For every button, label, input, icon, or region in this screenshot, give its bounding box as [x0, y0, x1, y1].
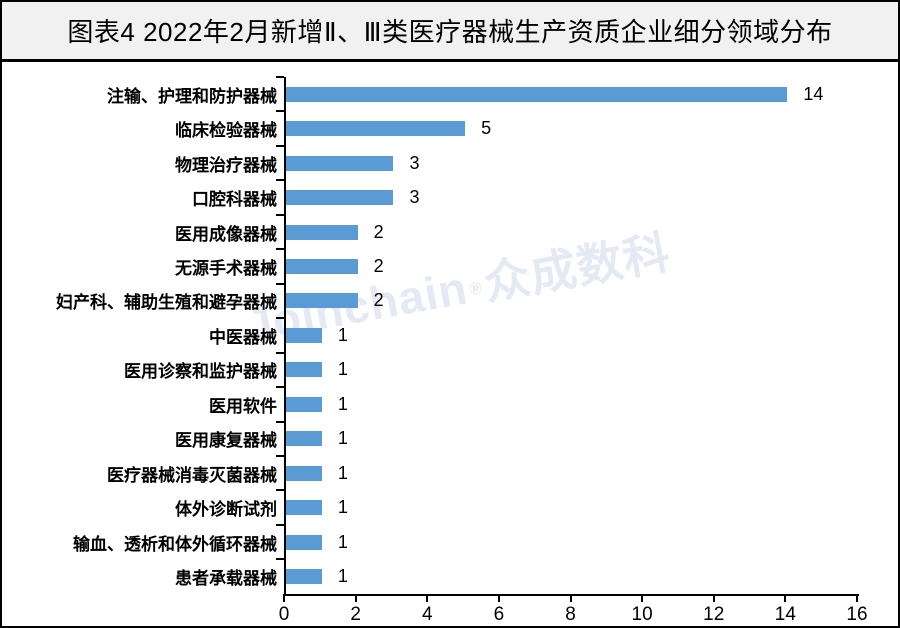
x-axis-tick: [569, 594, 572, 602]
bar: [286, 534, 322, 550]
value-label: 1: [337, 531, 348, 552]
bar-row: 医用康复器械 1: [175, 420, 859, 456]
category-label: 医用康复器械: [175, 431, 277, 451]
x-axis-tick: [856, 594, 858, 602]
bar: [286, 362, 322, 378]
bar-row: 医疗器械消毒灭菌器械 1: [107, 454, 859, 490]
bar-row: 物理治疗器械 3: [175, 144, 859, 180]
x-tick-label: 0: [278, 604, 290, 625]
x-tick-label: 12: [703, 604, 725, 625]
value-label: 2: [373, 221, 384, 242]
category-label: 注输、护理和防护器械: [107, 86, 277, 106]
category-label: 妇产科、辅助生殖和避孕器械: [56, 293, 277, 313]
bar-row: 中医器械 1: [209, 317, 859, 352]
bar-row: 医用成像器械 2: [175, 213, 859, 249]
bar-row: 注输、护理和防护器械 14: [107, 75, 859, 111]
bar: [286, 86, 788, 102]
x-tick-label: 14: [774, 604, 796, 625]
value-label: 5: [481, 118, 492, 139]
bar: [286, 500, 322, 516]
value-label: 1: [337, 393, 348, 414]
value-label: 1: [337, 497, 348, 518]
bar: [286, 396, 322, 412]
bar-row: 妇产科、辅助生殖和避孕器械 2: [56, 282, 859, 318]
bar-row: 临床检验器械 5: [175, 110, 859, 145]
chart-title: 图表4 2022年2月新增Ⅱ、Ⅲ类医疗器械生产资质企业细分领域分布: [67, 17, 833, 47]
category-label: 物理治疗器械: [175, 155, 277, 175]
value-label: 1: [337, 462, 348, 483]
x-tick-label: 2: [350, 604, 361, 625]
chart-title-bar: 图表4 2022年2月新增Ⅱ、Ⅲ类医疗器械生产资质企业细分领域分布: [2, 2, 898, 62]
x-axis-tick: [354, 594, 357, 602]
x-axis-tick: [712, 594, 715, 602]
x-tick-label: 8: [565, 604, 576, 625]
x-axis: 0 2 4 6 8 10 12 14: [279, 594, 868, 626]
category-label: 输血、透析和体外循环器械: [73, 534, 277, 554]
bar-row: 体外诊断试剂 1: [175, 489, 859, 524]
bar-row: 无源手术器械 2: [175, 248, 859, 283]
bar: [286, 465, 322, 481]
bar-row: 口腔科器械 3: [192, 179, 859, 214]
x-axis-tick: [283, 594, 285, 602]
bar: [286, 569, 322, 585]
bar: [286, 224, 358, 240]
category-label: 医疗器械消毒灭菌器械: [107, 465, 277, 485]
category-label: 医用成像器械: [175, 224, 277, 244]
x-tick-label: 16: [846, 604, 868, 625]
category-label: 口腔科器械: [192, 190, 277, 210]
x-axis-tick: [641, 594, 644, 602]
category-label: 无源手术器械: [175, 258, 277, 278]
x-tick-label: 6: [493, 604, 505, 625]
bar-row: 患者承载器械 1: [175, 558, 859, 593]
bar: [286, 155, 394, 171]
bar-row: 输血、透析和体外循环器械 1: [73, 523, 859, 559]
x-axis-tick: [497, 594, 500, 602]
bar: [286, 258, 358, 274]
x-axis-tick: [426, 594, 429, 602]
bar-row: 医用诊察和监护器械 1: [124, 351, 859, 387]
value-label: 14: [803, 83, 824, 104]
bar: [286, 293, 358, 309]
value-label: 1: [337, 566, 348, 587]
category-label: 医用诊察和监护器械: [124, 362, 277, 382]
bar-row: 医用软件 1: [209, 386, 859, 421]
bar: [286, 121, 466, 137]
category-label: 中医器械: [209, 327, 277, 347]
bar: [286, 327, 322, 343]
value-label: 3: [409, 152, 420, 173]
category-label: 临床检验器械: [175, 121, 277, 141]
category-label: 医用软件: [209, 396, 277, 416]
value-label: 3: [409, 187, 420, 208]
x-axis-tick: [784, 594, 787, 602]
value-label: 1: [337, 359, 348, 380]
category-label: 患者承载器械: [175, 569, 277, 589]
value-label: 2: [373, 290, 384, 311]
value-label: 2: [373, 255, 384, 276]
value-label: 1: [337, 324, 348, 345]
plot-area: 注输、护理和防护器械 14 临床检验器械 5 物理治疗器械 3 口腔科器械 3 …: [56, 75, 859, 596]
x-tick-label: 10: [631, 604, 653, 625]
x-tick-label: 4: [421, 604, 433, 625]
bar: [286, 190, 394, 206]
value-label: 1: [337, 428, 348, 449]
category-label: 体外诊断试剂: [175, 500, 277, 520]
bar: [286, 431, 322, 447]
